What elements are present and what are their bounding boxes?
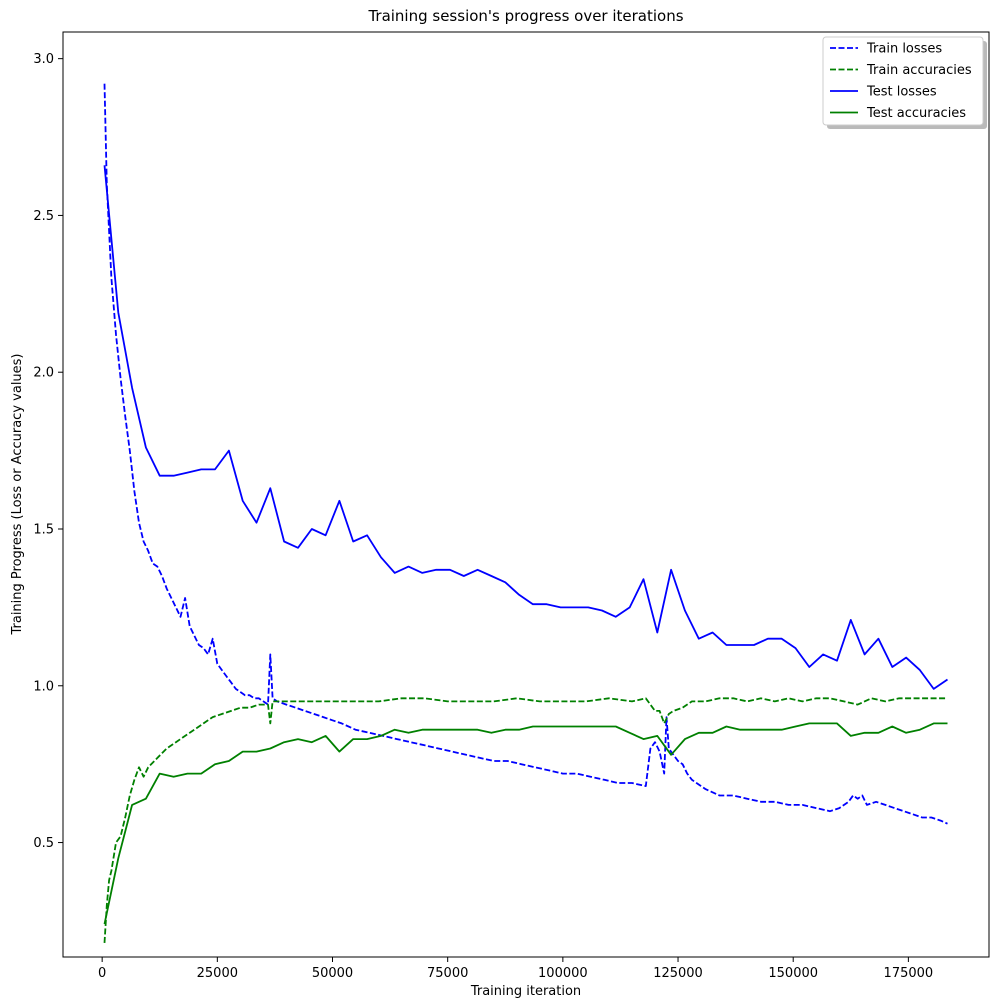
legend: Train losses Train accuracies Test losses T…: [822, 36, 987, 129]
y-axis-ticks: 0.5 1.0 1.5 2.0 2.5 3.0: [33, 52, 63, 851]
x-tick-label: 175000: [884, 966, 934, 981]
x-tick-label: 0: [98, 966, 106, 981]
y-tick-label: 1.5: [33, 522, 54, 537]
y-axis-label: Training Progress (Loss or Accuracy valu…: [10, 353, 25, 635]
x-tick-label: 25000: [197, 966, 238, 981]
legend-label: Test accuracies: [866, 106, 966, 121]
chart-title: Training session's progress over iterati…: [367, 7, 683, 25]
plot-lines: [103, 83, 949, 943]
y-tick-label: 1.0: [33, 679, 54, 694]
legend-box: [822, 36, 984, 126]
x-axis-ticks: 0 25000 50000 75000 100000 125000 150000 175000: [98, 957, 933, 981]
x-tick-label: 50000: [312, 966, 353, 981]
y-tick-label: 2.0: [33, 366, 54, 381]
y-tick-label: 0.5: [33, 836, 54, 851]
series-line-train-accuracies: [103, 697, 948, 943]
legend-label: Train accuracies: [866, 63, 972, 78]
y-tick-label: 3.0: [33, 52, 54, 67]
x-tick-label: 75000: [427, 966, 468, 981]
series-line-test-accuracies: [103, 722, 948, 925]
series-line-train-losses: [103, 83, 948, 825]
x-tick-label: 100000: [538, 966, 588, 981]
x-tick-label: 150000: [768, 966, 818, 981]
x-tick-label: 125000: [653, 966, 703, 981]
x-axis-label: Training iteration: [470, 984, 581, 999]
y-tick-label: 2.5: [33, 209, 54, 224]
series-line-test-losses: [103, 165, 949, 690]
legend-label: Train losses: [866, 42, 942, 57]
legend-label: Test losses: [866, 85, 937, 100]
plot-frame: [62, 31, 990, 958]
